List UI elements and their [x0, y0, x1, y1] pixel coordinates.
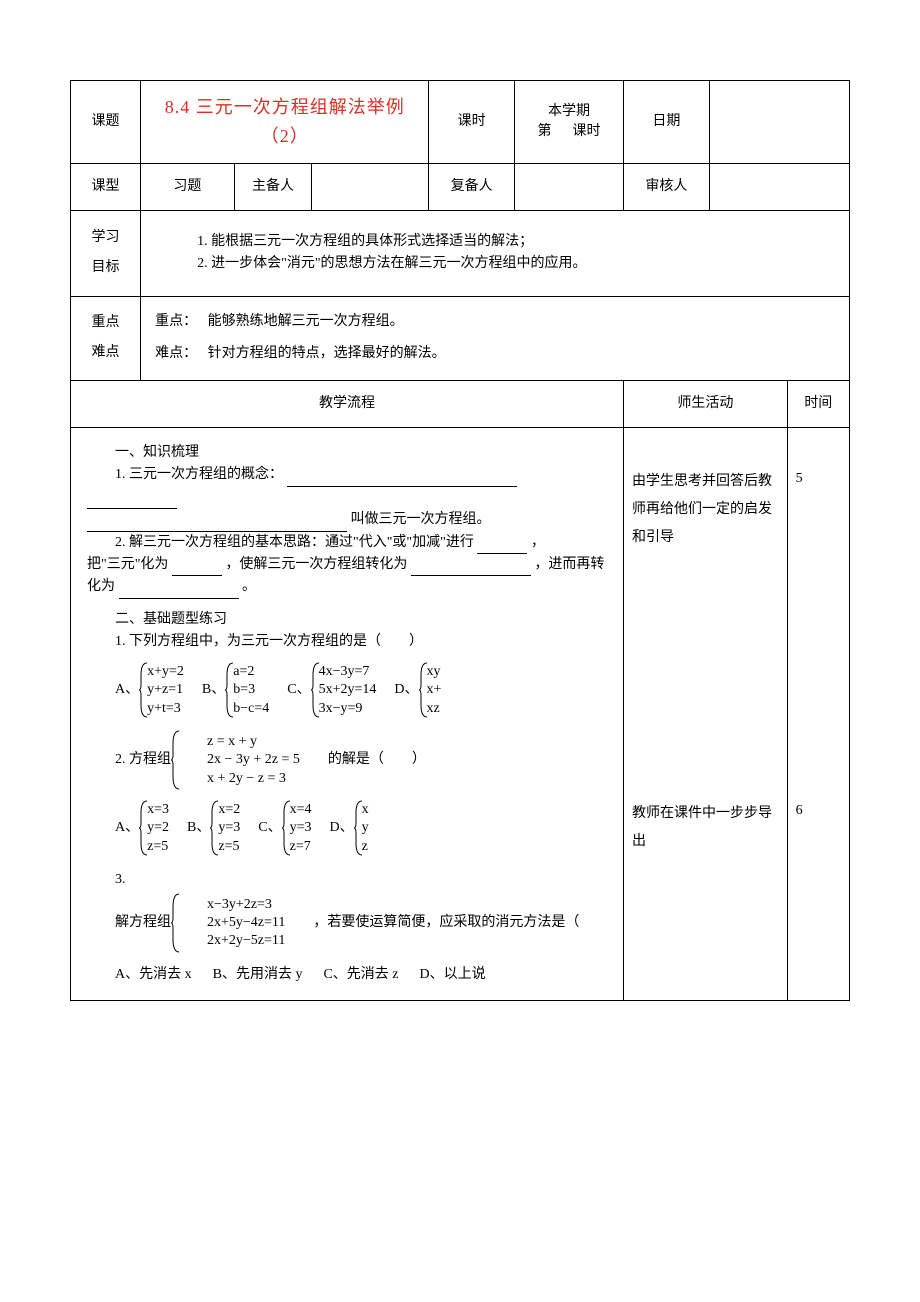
- sec1-q2: 2. 解三元一次方程组的基本思路：通过"代入"或"加减"进行 ，: [87, 532, 607, 554]
- q2-opt-c: C、 x=4y=3z=7: [258, 799, 311, 857]
- goals-row: 学习 目标 1. 能根据三元一次方程组的具体形式选择适当的解法； 2. 进一步体…: [71, 210, 850, 296]
- semester-cell: 本学期 第 课时: [515, 81, 624, 164]
- q2-options: A、 x=3y=2z=5 B、 x=2y=3z=5 C、: [115, 799, 607, 857]
- activity-label: 师生活动: [624, 380, 788, 427]
- blank-4: [477, 537, 527, 554]
- q2-sys: z = x + y 2x − 3y + 2z = 5 x + 2y − z = …: [179, 733, 300, 788]
- key-line-2: 难点： 针对方程组的特点，选择最好的解法。: [155, 343, 835, 365]
- lesson-title: 8.4 三元一次方程组解法举例 （2）: [141, 81, 429, 164]
- note-2: 教师在课件中一步步导出: [624, 788, 788, 1001]
- main-prep-value: [312, 163, 429, 210]
- q1-text: 1. 下列方程组中，为三元一次方程组的是（ ）: [87, 631, 607, 653]
- note-1: 由学生思考并回答后教师再给他们一定的启发和引导: [624, 427, 788, 788]
- semester-line2: 第 课时: [523, 122, 615, 142]
- q2-opt-a: A、 x=3y=2z=5: [115, 799, 169, 857]
- q1-options: A、 x+y=2 y+z=1 y+t=3 B、: [115, 661, 607, 719]
- time-label: 时间: [787, 380, 849, 427]
- q1-opt-c: C、 4x−3y=7 5x+2y=14 3x−y=9: [287, 661, 376, 719]
- content-cell: 一、知识梳理 1. 三元一次方程组的概念： 叫做三元一次方程组。 2. 解三元一…: [71, 427, 624, 1000]
- q3-opt-b: B、先用消去 y: [213, 967, 303, 982]
- sec2-title: 二、基础题型练习: [87, 609, 607, 631]
- blank-5: [172, 559, 222, 576]
- goal-2: 2. 进一步体会"消元"的思想方法在解三元一次方程组中的应用。: [155, 253, 835, 275]
- q3-opt-d: D、以上说: [420, 967, 486, 982]
- time-1: 5: [787, 427, 849, 788]
- q1-b-lines: a=2 b=3 b−c=4: [233, 663, 269, 718]
- q3-sys: x−3y+2z=3 2x+5y−4z=11 2x+2y−5z=11: [179, 896, 285, 951]
- blank-6: [411, 559, 531, 576]
- q3-opt-c: C、先消去 z: [323, 967, 398, 982]
- header-row-1: 课题 8.4 三元一次方程组解法举例 （2） 课时 本学期 第 课时 日期: [71, 81, 850, 164]
- key-row: 重点 难点 重点： 能够熟练地解三元一次方程组。 难点： 针对方程组的特点，选择…: [71, 296, 850, 380]
- q1-d-lines: xy x+ xz: [427, 663, 442, 718]
- date-label: 日期: [624, 81, 710, 164]
- key-line-1: 重点： 能够熟练地解三元一次方程组。: [155, 311, 835, 333]
- q1-a-lines: x+y=2 y+z=1 y+t=3: [147, 663, 184, 718]
- re-prep-value: [515, 163, 624, 210]
- date-value: [709, 81, 849, 164]
- flow-label: 教学流程: [71, 380, 624, 427]
- q3-stem: 解方程组 x−3y+2z=3 2x+5y−4z=11 2x+2y−5z=11 ，…: [87, 892, 607, 954]
- time-2: 6: [787, 788, 849, 1001]
- reviewer-value: [709, 163, 849, 210]
- q3-num: 3.: [87, 869, 607, 891]
- q3-options: A、先消去 x B、先用消去 y C、先消去 z D、以上说: [87, 964, 607, 986]
- sec1-title: 一、知识梳理: [87, 442, 607, 464]
- content-row-1: 一、知识梳理 1. 三元一次方程组的概念： 叫做三元一次方程组。 2. 解三元一…: [71, 427, 850, 788]
- q2-opt-d: D、 xyz: [330, 799, 369, 857]
- q1-c-lines: 4x−3y=7 5x+2y=14 3x−y=9: [319, 663, 377, 718]
- title-line2: （2）: [149, 122, 420, 151]
- lesson-plan-table: 课题 8.4 三元一次方程组解法举例 （2） 课时 本学期 第 课时 日期 课型…: [70, 80, 850, 1001]
- blank-1: [287, 470, 517, 487]
- header-row-2: 课型 习题 主备人 复备人 审核人: [71, 163, 850, 210]
- type-value: 习题: [141, 163, 234, 210]
- q3-opt-a: A、先消去 x: [115, 967, 195, 982]
- goals-label: 学习 目标: [71, 210, 141, 296]
- blank-3: [87, 515, 347, 532]
- q1-opt-a: A、 x+y=2 y+z=1 y+t=3: [115, 661, 184, 719]
- re-prep-label: 复备人: [429, 163, 515, 210]
- key-content: 重点： 能够熟练地解三元一次方程组。 难点： 针对方程组的特点，选择最好的解法。: [141, 296, 850, 380]
- goal-1: 1. 能根据三元一次方程组的具体形式选择适当的解法；: [155, 231, 835, 253]
- sec1-q1: 1. 三元一次方程组的概念：: [87, 464, 607, 486]
- blank-7: [119, 582, 239, 599]
- sec1-q2-cont: 把"三元"化为 ，使解三元一次方程组转化为 ，进而再转化为 。: [87, 554, 607, 599]
- title-line1: 8.4 三元一次方程组解法举例: [149, 93, 420, 122]
- q2-stem: 2. 方程组 z = x + y 2x − 3y + 2z = 5 x + 2y…: [87, 729, 607, 791]
- goals-content: 1. 能根据三元一次方程组的具体形式选择适当的解法； 2. 进一步体会"消元"的…: [141, 210, 850, 296]
- type-label: 课型: [71, 163, 141, 210]
- blank-2: [87, 492, 177, 509]
- q1-opt-d: D、 xy x+ xz: [394, 661, 441, 719]
- q2-opt-b: B、 x=2y=3z=5: [187, 799, 240, 857]
- reviewer-label: 审核人: [624, 163, 710, 210]
- period-label: 课时: [429, 81, 515, 164]
- sec1-q1-cont: [87, 487, 607, 509]
- main-prep-label: 主备人: [234, 163, 312, 210]
- flow-header-row: 教学流程 师生活动 时间: [71, 380, 850, 427]
- sec1-q1-end: 叫做三元一次方程组。: [87, 509, 607, 531]
- lesson-label: 课题: [71, 81, 141, 164]
- semester-line1: 本学期: [523, 102, 615, 122]
- q1-opt-b: B、 a=2 b=3 b−c=4: [202, 661, 269, 719]
- key-label: 重点 难点: [71, 296, 141, 380]
